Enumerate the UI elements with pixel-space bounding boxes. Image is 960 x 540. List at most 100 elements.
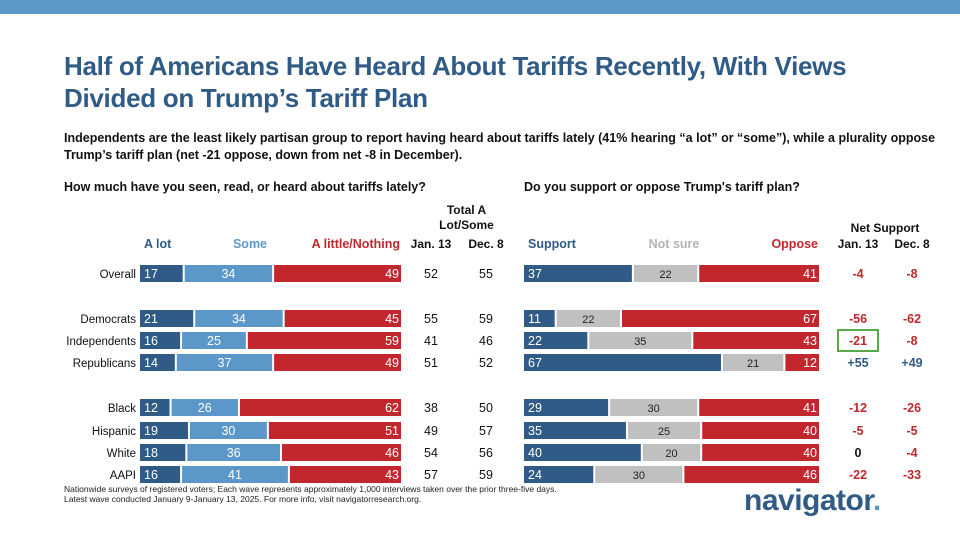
tariff-heard-label-republicans-a-lot: 14 bbox=[144, 356, 158, 370]
tariff-heard-summary-overall-dec-8: 55 bbox=[479, 267, 493, 281]
tariff-heard-bar-white-a-lot bbox=[140, 444, 186, 461]
tariff-heard-bar-republicans-some bbox=[176, 354, 273, 371]
tariff-heard-bar-democrats-a-little-nothing bbox=[284, 310, 401, 327]
tariff-support-summary-aapi-jan-13: -22 bbox=[849, 468, 867, 482]
tariff-heard-label-white-some: 36 bbox=[227, 446, 241, 460]
tariff-heard-label-independents-a-little-nothing: 59 bbox=[385, 334, 399, 348]
tariff-support-label-hispanic-not-sure: 25 bbox=[658, 426, 670, 438]
tariff-heard-label-independents-some: 25 bbox=[207, 334, 221, 348]
tariff-heard-label-white-a-lot: 18 bbox=[144, 446, 158, 460]
tariff-support-col-header-dec-8: Dec. 8 bbox=[894, 237, 930, 251]
tariff-support-label-hispanic-oppose: 40 bbox=[803, 424, 817, 438]
tariff-support-label-republicans-support: 67 bbox=[528, 356, 542, 370]
tariff-heard-bar-hispanic-a-lot bbox=[140, 422, 188, 439]
tariff-heard-label-aapi-a-lot: 16 bbox=[144, 468, 158, 482]
tariff-support-summary-independents-jan-13: -21 bbox=[849, 334, 867, 348]
tariff-support-label-hispanic-support: 35 bbox=[528, 424, 542, 438]
row-label-independents: Independents bbox=[66, 336, 136, 348]
tariff-support-label-overall-not-sure: 22 bbox=[659, 269, 671, 281]
tariff-support-bar-overall-support bbox=[524, 265, 632, 282]
tariff-heard-bar-overall-a-lot bbox=[140, 265, 183, 282]
tariff-heard-legend-a-little-nothing: A little/Nothing bbox=[312, 237, 400, 251]
tariff-support-label-republicans-not-sure: 21 bbox=[747, 358, 759, 370]
row-label-republicans: Republicans bbox=[73, 358, 137, 370]
tariff-support-bar-white-support bbox=[524, 444, 641, 461]
tariff-support-summary-republicans-jan-13: +55 bbox=[847, 356, 868, 370]
footnote: Nationwide surveys of registered voters;… bbox=[64, 484, 557, 504]
tariff-heard-bar-hispanic-some bbox=[189, 422, 267, 439]
navigator-logo: navigator. bbox=[744, 484, 881, 518]
tariff-heard-summary-white-dec-8: 56 bbox=[479, 446, 493, 460]
tariff-support-legend-not-sure: Not sure bbox=[649, 237, 700, 251]
right-chart-title: Do you support or oppose Trump's tariff … bbox=[524, 180, 800, 194]
tariff-support-legend-oppose: Oppose bbox=[771, 237, 818, 251]
tariff-support-summary-democrats-jan-13: -56 bbox=[849, 312, 867, 326]
row-label-aapi: AAPI bbox=[110, 470, 136, 482]
tariff-heard-label-republicans-some: 37 bbox=[218, 356, 232, 370]
row-label-black: Black bbox=[108, 403, 136, 415]
tariff-heard-summary-black-dec-8: 50 bbox=[479, 401, 493, 415]
tariff-heard-summary-independents-jan-13: 41 bbox=[424, 334, 438, 348]
tariff-support-label-white-support: 40 bbox=[528, 446, 542, 460]
tariff-heard-bar-aapi-a-lot bbox=[140, 466, 181, 483]
tariff-heard-label-democrats-some: 34 bbox=[232, 312, 246, 326]
tariff-support-bar-hispanic-not-sure bbox=[627, 422, 701, 439]
tariff-support-summary-white-dec-8: -4 bbox=[906, 446, 917, 460]
tariff-support-label-aapi-not-sure: 30 bbox=[633, 470, 645, 482]
tariff-support-bar-democrats-oppose bbox=[622, 310, 819, 327]
tariff-heard-bar-white-some bbox=[187, 444, 281, 461]
tariff-support-label-democrats-support: 11 bbox=[528, 312, 541, 326]
tariff-heard-summary-democrats-jan-13: 55 bbox=[424, 312, 438, 326]
tariff-support-bar-independents-not-sure bbox=[589, 332, 692, 349]
tariff-support-label-black-not-sure: 30 bbox=[648, 403, 660, 415]
tariff-support-bar-independents-support bbox=[524, 332, 588, 349]
tariff-support-summary-white-jan-13: 0 bbox=[855, 446, 862, 460]
tariff-heard-label-aapi-a-little-nothing: 43 bbox=[385, 468, 399, 482]
tariff-support-bar-republicans-support bbox=[524, 354, 721, 371]
row-label-overall: Overall bbox=[100, 269, 136, 281]
tariff-heard-label-overall-a-lot: 17 bbox=[144, 267, 158, 281]
tariff-heard-label-democrats-a-little-nothing: 45 bbox=[385, 312, 399, 326]
tariff-heard-col-header-dec-8: Dec. 8 bbox=[468, 237, 504, 251]
tariff-support-label-overall-oppose: 41 bbox=[803, 267, 817, 281]
tariff-heard-label-hispanic-some: 30 bbox=[221, 424, 235, 438]
tariff-support-label-independents-not-sure: 35 bbox=[634, 336, 646, 348]
tariff-support-label-aapi-support: 24 bbox=[528, 468, 542, 482]
tariff-support-label-white-not-sure: 20 bbox=[665, 448, 677, 460]
tariff-heard-bar-republicans-a-lot bbox=[140, 354, 175, 371]
tariff-support-bar-aapi-not-sure bbox=[595, 466, 683, 483]
tariff-heard-bar-aapi-some bbox=[182, 466, 288, 483]
tariff-support-bar-aapi-support bbox=[524, 466, 594, 483]
tariff-heard-summary-republicans-dec-8: 52 bbox=[479, 356, 493, 370]
tariff-heard-bar-overall-some bbox=[184, 265, 273, 282]
page-title: Half of Americans Have Heard About Tarif… bbox=[64, 51, 847, 113]
tariff-heard-bar-democrats-some bbox=[195, 310, 283, 327]
tariff-support-summary-header: Net Support bbox=[851, 221, 920, 235]
tariff-heard-bar-independents-a-little-nothing bbox=[247, 332, 401, 349]
tariff-support-label-democrats-oppose: 67 bbox=[803, 312, 817, 326]
tariff-support-bar-republicans-not-sure bbox=[722, 354, 784, 371]
tariff-support-summary-black-dec-8: -26 bbox=[903, 401, 921, 415]
tariff-support-bar-black-not-sure bbox=[610, 399, 698, 416]
footnote-line-1: Nationwide surveys of registered voters;… bbox=[64, 484, 557, 494]
tariff-support-bar-white-not-sure bbox=[642, 444, 701, 461]
tariff-heard-col-header-jan-13: Jan. 13 bbox=[411, 237, 452, 251]
tariff-heard-bar-black-a-little-nothing bbox=[239, 399, 401, 416]
tariff-support-summary-overall-jan-13: -4 bbox=[852, 267, 863, 281]
tariff-support-label-black-support: 29 bbox=[528, 401, 542, 415]
tariff-support-summary-independents-dec-8: -8 bbox=[906, 334, 917, 348]
top-accent-bar bbox=[0, 0, 960, 14]
logo-dot: . bbox=[872, 484, 881, 517]
tariff-heard-bar-independents-a-lot bbox=[140, 332, 181, 349]
tariff-heard-summary-aapi-jan-13: 57 bbox=[424, 468, 438, 482]
footnote-line-2: Latest wave conducted January 9-January … bbox=[64, 494, 422, 504]
tariff-support-col-header-jan-13: Jan. 13 bbox=[838, 237, 879, 251]
tariff-heard-label-black-some: 26 bbox=[198, 401, 212, 415]
tariff-heard-bar-overall-a-little-nothing bbox=[274, 265, 401, 282]
tariff-heard-legend-some: Some bbox=[233, 237, 267, 251]
tariff-heard-label-hispanic-a-lot: 19 bbox=[144, 424, 158, 438]
tariff-support-label-independents-oppose: 43 bbox=[803, 334, 817, 348]
tariff-heard-label-white-a-little-nothing: 46 bbox=[385, 446, 399, 460]
logo-text: navigator bbox=[744, 484, 873, 517]
tariff-heard-label-black-a-little-nothing: 62 bbox=[385, 401, 399, 415]
